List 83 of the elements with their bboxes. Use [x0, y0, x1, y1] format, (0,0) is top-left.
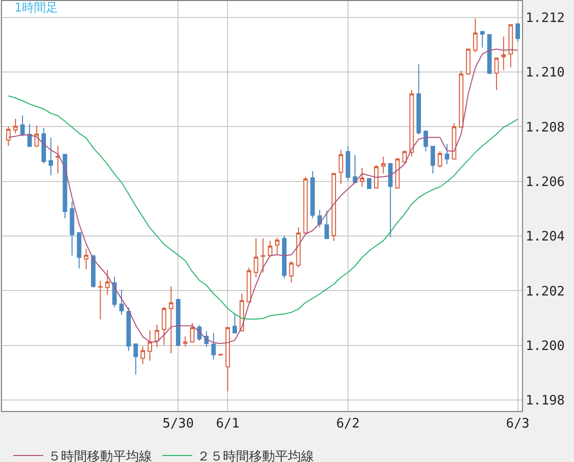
candlestick: [466, 48, 470, 76]
y-tick-label: 1.200: [526, 338, 565, 354]
candlestick: [225, 327, 230, 392]
candlestick: [409, 89, 414, 158]
candlestick: [183, 336, 188, 347]
chart-title: 1時間足: [14, 0, 58, 15]
candlestick: [126, 306, 131, 352]
candlestick: [332, 172, 336, 242]
legend-label: ２５時間移動平均線: [197, 450, 314, 462]
x-tick-label: 6/3: [506, 416, 530, 432]
candlestick: [289, 260, 294, 284]
candlestick: [416, 64, 421, 136]
candlestick: [133, 344, 138, 376]
line-series: [8, 48, 518, 344]
candlestick: [274, 237, 280, 255]
candlestick: [105, 269, 110, 296]
candlestick: [494, 58, 499, 91]
candlestick: [148, 330, 152, 362]
candlestick: [140, 346, 146, 365]
y-tick-label: 1.210: [526, 66, 565, 81]
candlestick: [452, 122, 456, 160]
candlestick: [282, 235, 287, 279]
candlestick: [91, 255, 96, 288]
candlestick: [516, 22, 520, 42]
candlestick: [27, 124, 32, 147]
candlestick: [444, 143, 450, 165]
candlestick: [20, 115, 25, 137]
candlestick: [317, 209, 322, 228]
x-tick-label: 6/2: [336, 416, 360, 432]
candlestick: [310, 170, 315, 219]
candlestick: [56, 145, 60, 174]
candlestick: [13, 118, 18, 134]
candlestick: [232, 313, 237, 334]
candlestick: [260, 238, 266, 273]
candlestick: [211, 332, 216, 360]
candlestick: [501, 36, 506, 71]
candlestick: [381, 156, 386, 174]
legend-label: ５時間移動平均線: [48, 450, 152, 462]
candlestick: [84, 248, 88, 270]
x-tick-label: 6/1: [216, 416, 240, 432]
candlestick: [162, 306, 166, 346]
candlestick: [42, 127, 46, 164]
candlestick: [168, 286, 174, 354]
x-tick-label: 5/30: [162, 416, 194, 432]
candlestick: [424, 130, 428, 152]
candlestick: [430, 146, 436, 174]
candlestick: [402, 150, 407, 164]
line-series: [8, 95, 518, 320]
candlestick: [246, 267, 252, 302]
candlestick: [508, 24, 513, 68]
candlestick: [480, 30, 485, 48]
candlestick: [487, 34, 492, 74]
candlestick: [34, 125, 39, 147]
y-tick-label: 1.204: [526, 230, 565, 245]
y-tick-label: 1.208: [526, 120, 565, 136]
y-tick-label: 1.198: [526, 394, 565, 409]
candlestick: [374, 164, 378, 188]
candlestick: [268, 240, 272, 258]
candlestick: [176, 298, 180, 346]
candlestick: [458, 70, 464, 128]
candlestick: [62, 154, 68, 219]
candlestick: [119, 289, 124, 316]
candlestick: [324, 210, 329, 240]
candlestick: [438, 150, 442, 168]
candlestick: [6, 126, 11, 146]
y-tick-label: 1.206: [526, 174, 565, 190]
candlestick: [388, 163, 393, 238]
candlestick: [338, 149, 344, 185]
candlestick: [98, 280, 103, 320]
candlestick: [296, 226, 301, 268]
y-tick-label: 1.212: [526, 10, 565, 26]
candlestick: [254, 238, 258, 278]
candlestick: [366, 178, 372, 190]
candlestick: [346, 146, 350, 182]
candlestick: [48, 137, 54, 176]
candlestick: [352, 154, 358, 183]
candlestick: [70, 201, 74, 256]
candlestick: [154, 324, 160, 348]
candlestick: [473, 18, 478, 53]
y-tick-label: 1.202: [526, 284, 565, 300]
candlestick: [76, 232, 82, 269]
candlestick: [190, 322, 195, 344]
candlestick: [360, 168, 364, 188]
